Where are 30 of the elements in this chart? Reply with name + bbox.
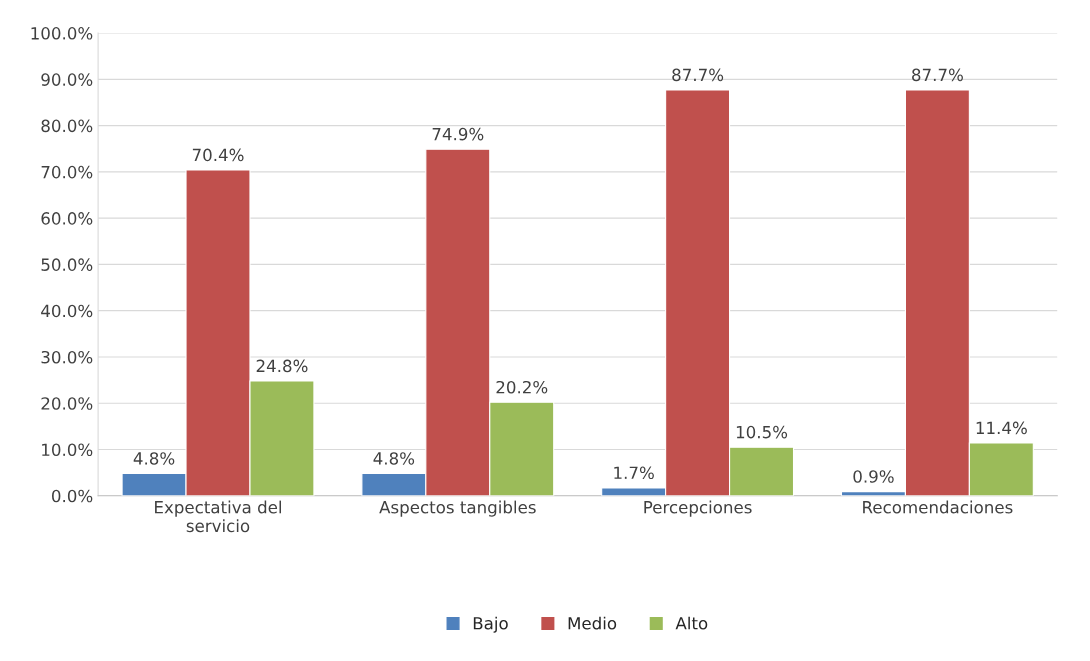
y-tick-label: 50.0% <box>41 258 93 271</box>
y-tick-label: 30.0% <box>41 350 93 364</box>
data-label: 4.8% <box>373 452 415 465</box>
data-label: 11.4% <box>976 421 1027 435</box>
y-tick-label: 70.0% <box>41 165 93 179</box>
legend-label: Bajo <box>473 616 508 633</box>
data-label: 1.7% <box>614 466 654 480</box>
y-tick-label: 10.0% <box>42 443 93 457</box>
x-tick-label: Expectativa del servicio <box>155 500 282 533</box>
data-label: 4.8% <box>133 452 175 465</box>
data-label: 10.5% <box>736 425 788 439</box>
legend-label: Medio <box>568 616 617 630</box>
data-label: 87.7% <box>672 68 724 82</box>
data-label: 74.9% <box>432 127 484 141</box>
y-tick-label: 40.0% <box>41 304 93 318</box>
y-tick-label: 0.0% <box>52 489 93 503</box>
y-tick-label: 90.0% <box>41 73 93 86</box>
data-label: 24.8% <box>256 359 308 373</box>
y-tick-label: 20.0% <box>41 397 93 410</box>
legend-label: Alto <box>675 616 708 630</box>
y-tick-label: 100.0% <box>31 27 93 40</box>
x-tick-label: Percepciones <box>644 500 752 517</box>
y-tick-label: 60.0% <box>41 212 93 225</box>
x-tick-label: Aspectos tangibles <box>379 500 536 517</box>
data-label: 20.2% <box>496 380 548 394</box>
y-tick-label: 80.0% <box>41 119 93 133</box>
data-label: 87.7% <box>912 68 963 82</box>
x-tick-label: Recomendaciones <box>863 500 1013 514</box>
data-label: 0.9% <box>853 470 894 483</box>
data-label: 70.4% <box>192 148 244 162</box>
